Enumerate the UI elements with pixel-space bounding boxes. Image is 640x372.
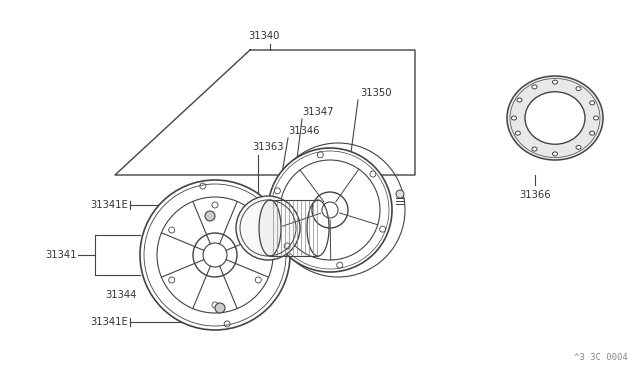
Text: 31363: 31363 xyxy=(252,142,284,152)
Ellipse shape xyxy=(532,85,537,89)
Text: 31344: 31344 xyxy=(105,290,136,300)
Circle shape xyxy=(236,196,300,260)
Ellipse shape xyxy=(525,92,585,144)
Ellipse shape xyxy=(589,101,595,105)
Ellipse shape xyxy=(552,152,557,156)
Ellipse shape xyxy=(552,80,557,84)
Ellipse shape xyxy=(576,145,581,150)
Text: ^3 3C 0004: ^3 3C 0004 xyxy=(574,353,628,362)
Ellipse shape xyxy=(507,76,603,160)
Ellipse shape xyxy=(589,131,595,135)
Ellipse shape xyxy=(576,87,581,91)
Circle shape xyxy=(205,211,215,221)
Circle shape xyxy=(193,233,237,277)
Text: 31366: 31366 xyxy=(519,190,551,200)
Circle shape xyxy=(215,303,225,313)
Text: 31341E: 31341E xyxy=(90,200,128,210)
Circle shape xyxy=(268,148,392,272)
Circle shape xyxy=(312,192,348,228)
Ellipse shape xyxy=(259,200,281,256)
Text: 31341: 31341 xyxy=(45,250,77,260)
Text: 31340: 31340 xyxy=(248,31,280,41)
Circle shape xyxy=(396,190,404,198)
Text: 31341E: 31341E xyxy=(90,317,128,327)
Ellipse shape xyxy=(517,98,522,102)
Text: 31346: 31346 xyxy=(288,126,319,136)
Ellipse shape xyxy=(532,147,537,151)
Text: 31350: 31350 xyxy=(360,88,392,98)
Ellipse shape xyxy=(593,116,598,120)
Circle shape xyxy=(140,180,290,330)
Text: 31347: 31347 xyxy=(302,107,333,117)
Ellipse shape xyxy=(511,116,516,120)
Ellipse shape xyxy=(515,131,520,135)
